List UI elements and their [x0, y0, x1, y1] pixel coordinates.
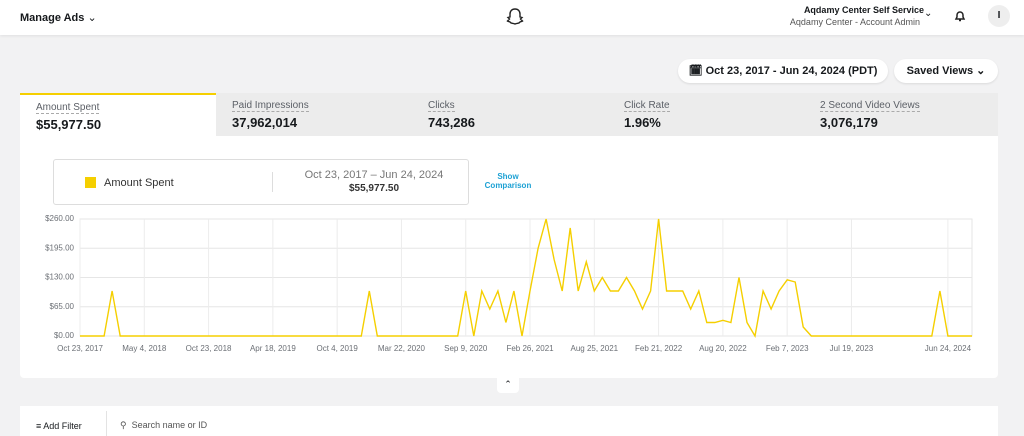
metric-tab[interactable]: Click Rate 1.96% — [608, 93, 804, 136]
x-tick-label: Apr 18, 2019 — [250, 344, 296, 353]
show-comparison-link[interactable]: Show Comparison — [484, 172, 532, 190]
x-tick-label: Aug 20, 2022 — [699, 344, 747, 353]
x-tick-label: Mar 22, 2020 — [378, 344, 426, 353]
add-filter-label[interactable]: Add Filter — [43, 421, 82, 431]
metric-value: 37,962,014 — [232, 115, 298, 130]
date-range-button[interactable]: 🗓 Oct 23, 2017 - Jun 24, 2024 (PDT) — [678, 59, 888, 83]
metric-tab[interactable]: 2 Second Video Views 3,076,179 — [804, 93, 998, 136]
divider — [106, 411, 107, 436]
metric-value: 3,076,179 — [820, 115, 878, 130]
metric-value: 1.96% — [624, 115, 661, 130]
x-tick-label: Oct 23, 2017 — [57, 344, 103, 353]
date-range-label[interactable]: Oct 23, 2017 - Jun 24, 2024 (PDT) — [705, 65, 878, 77]
x-tick-label: Jul 19, 2023 — [830, 344, 874, 353]
metric-label: 2 Second Video Views — [820, 100, 920, 112]
legend-total: $55,977.50 — [348, 183, 400, 194]
legend-date-range: Oct 23, 2017 – Jun 24, 2024 — [304, 169, 444, 181]
account-chevron[interactable]: ⌄ — [924, 8, 933, 19]
metric-label: Click Rate — [624, 100, 670, 112]
manage-ads-menu[interactable]: Manage Ads ⌄ — [20, 12, 97, 24]
divider — [272, 172, 273, 192]
metric-value: $55,977.50 — [36, 117, 102, 132]
saved-views-button[interactable]: Saved Views ⌄ — [894, 59, 998, 83]
x-tick-label: Aug 25, 2021 — [571, 344, 619, 353]
chart-card — [20, 93, 998, 378]
filter-bar: ≡ Add Filter ⚲ Search name or ID — [20, 406, 998, 436]
top-bar: Manage Ads ⌄ Aqdamy Center Self Service … — [0, 0, 1024, 35]
menu-label[interactable]: Manage Ads — [20, 12, 85, 24]
metric-label: Amount Spent — [36, 102, 100, 114]
metric-tab[interactable]: Paid Impressions 37,962,014 — [216, 93, 412, 136]
metric-label: Paid Impressions — [232, 100, 309, 112]
y-tick-label: $0.00 — [54, 331, 75, 340]
x-tick-label: Oct 4, 2019 — [316, 344, 358, 353]
add-filter-button[interactable]: ≡ Add Filter — [36, 421, 82, 431]
legend-box: Amount Spent Oct 23, 2017 – Jun 24, 2024… — [53, 159, 469, 205]
legend-series: Amount Spent — [104, 177, 174, 189]
x-tick-label: Feb 26, 2021 — [506, 344, 554, 353]
y-tick-label: $195.00 — [45, 243, 74, 252]
saved-views-label[interactable]: Saved Views — [906, 65, 974, 77]
x-tick-label: Oct 23, 2018 — [186, 344, 232, 353]
metric-value: 743,286 — [428, 115, 475, 130]
series-line — [80, 218, 972, 338]
snapchat-logo[interactable] — [505, 7, 525, 27]
x-tick-label: Feb 7, 2023 — [766, 344, 809, 353]
bell-icon[interactable] — [953, 9, 967, 23]
search-input[interactable]: ⚲ Search name or ID — [120, 420, 208, 430]
metric-tab[interactable]: Clicks 743,286 — [412, 93, 608, 136]
account-role: Aqdamy Center - Account Admin — [789, 17, 920, 27]
legend-swatch — [85, 177, 96, 188]
x-tick-label: Jun 24, 2024 — [925, 344, 972, 353]
x-tick-label: Feb 21, 2022 — [635, 344, 683, 353]
collapse-chart-button[interactable]: ⌃ — [497, 377, 519, 393]
avatar[interactable]: I — [988, 5, 1010, 27]
metric-label: Clicks — [428, 100, 455, 112]
chart: $0.00 $65.00 $130.00 $195.00 $260.00 Oct 23, … — [45, 214, 973, 353]
search-placeholder[interactable]: Search name or ID — [131, 420, 208, 430]
y-tick-label: $260.00 — [45, 214, 74, 223]
y-tick-label: $130.00 — [45, 273, 74, 282]
x-tick-label: Sep 9, 2020 — [444, 344, 488, 353]
x-tick-label: May 4, 2018 — [122, 344, 167, 353]
y-tick-label: $65.00 — [50, 302, 75, 311]
account-name[interactable]: Aqdamy Center Self Service — [803, 5, 924, 15]
metric-tab[interactable]: Amount Spent $55,977.50 — [20, 93, 216, 136]
